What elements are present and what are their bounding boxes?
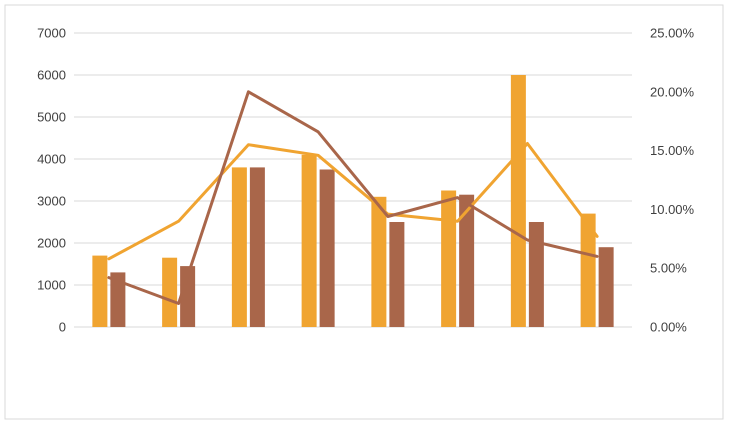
right-tick-label: 15.00% (650, 143, 695, 158)
series-line (107, 90, 599, 305)
bar (459, 194, 475, 327)
bar (528, 222, 544, 327)
right-tick-label: 25.00% (650, 26, 695, 41)
left-tick-label: 7000 (37, 26, 66, 41)
right-tick-label: 5.00% (650, 261, 687, 276)
bar (319, 169, 335, 327)
bar (598, 247, 614, 327)
bar (389, 222, 405, 327)
right-tick-label: 0.00% (650, 320, 687, 335)
left-axis-ticks: 0 1000 2000 3000 4000 5000 6000 7000 (37, 26, 66, 335)
bar (231, 167, 247, 327)
left-tick-label: 0 (59, 320, 66, 335)
right-tick-label: 20.00% (650, 84, 695, 99)
left-tick-label: 1000 (37, 278, 66, 293)
right-axis-ticks: 0.00% 5.00% 10.00% 15.00% 20.00% 25.00% (650, 26, 695, 335)
chart-border (4, 4, 724, 420)
bar (110, 272, 126, 327)
bar (249, 167, 265, 327)
left-tick-label: 3000 (37, 194, 66, 209)
bar (180, 266, 196, 327)
bar (371, 196, 387, 327)
left-tick-label: 5000 (37, 110, 66, 125)
lines (107, 90, 599, 305)
bar (510, 75, 526, 327)
series-line (107, 142, 599, 261)
bars (92, 75, 614, 327)
left-tick-label: 4000 (37, 152, 66, 167)
right-tick-label: 10.00% (650, 202, 695, 217)
bar (92, 255, 108, 327)
bar (301, 154, 317, 327)
bar (162, 257, 178, 327)
left-tick-label: 2000 (37, 236, 66, 251)
left-tick-label: 6000 (37, 68, 66, 83)
bar (441, 190, 457, 327)
bar (580, 213, 596, 327)
